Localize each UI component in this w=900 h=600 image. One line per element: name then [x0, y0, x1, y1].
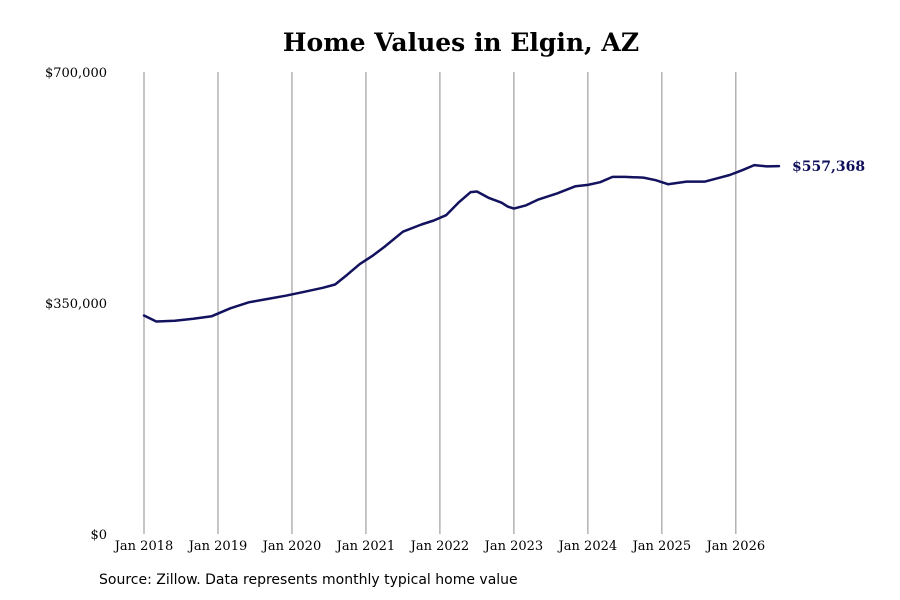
x-tick-label: Jan 2023 — [483, 539, 544, 554]
x-tick-label: Jan 2025 — [631, 539, 692, 554]
x-tick-label: Jan 2020 — [261, 539, 322, 554]
x-tick-label: Jan 2022 — [409, 539, 470, 554]
x-axis-ticks: Jan 2018 Jan 2019 Jan 2020 Jan 2021 Jan 2022… — [113, 539, 765, 554]
y-axis-ticks: $0 $350,000 $700,000 — [45, 66, 107, 543]
chart-title: Home Values in Elgin, AZ — [283, 28, 639, 57]
y-tick-label: $350,000 — [45, 297, 107, 312]
vertical-gridlines — [143, 72, 737, 534]
x-tick-label: Jan 2021 — [335, 539, 396, 554]
x-tick-label: Jan 2019 — [187, 539, 248, 554]
x-tick-label: Jan 2024 — [557, 539, 618, 554]
y-tick-label: $0 — [90, 528, 107, 543]
source-note: Source: Zillow. Data represents monthly … — [99, 572, 518, 588]
latest-value-label: $557,368 — [792, 159, 865, 175]
home-value-line — [142, 163, 781, 323]
x-tick-label: Jan 2026 — [705, 539, 766, 554]
y-tick-label: $700,000 — [45, 66, 107, 81]
x-tick-label: Jan 2018 — [113, 539, 174, 554]
